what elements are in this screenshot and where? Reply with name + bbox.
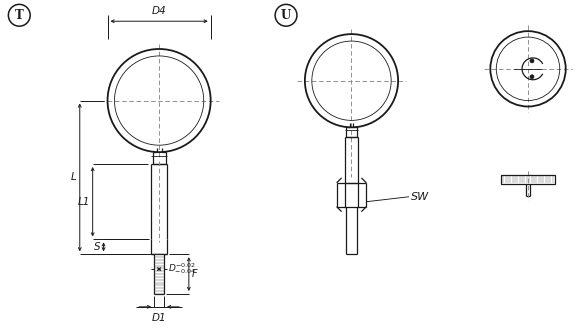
Text: SW: SW xyxy=(411,192,429,202)
Circle shape xyxy=(530,75,534,79)
Text: U: U xyxy=(281,9,291,22)
Text: L1: L1 xyxy=(77,197,90,207)
Text: L: L xyxy=(71,173,77,183)
Text: D1: D1 xyxy=(152,313,166,323)
Text: F: F xyxy=(192,269,197,279)
Circle shape xyxy=(530,59,534,63)
Text: $D^{-0.02}_{-0.04}$: $D^{-0.02}_{-0.04}$ xyxy=(168,261,196,276)
Text: T: T xyxy=(15,9,24,22)
Bar xyxy=(501,176,555,184)
Text: D4: D4 xyxy=(152,6,166,16)
Text: S: S xyxy=(94,242,101,252)
